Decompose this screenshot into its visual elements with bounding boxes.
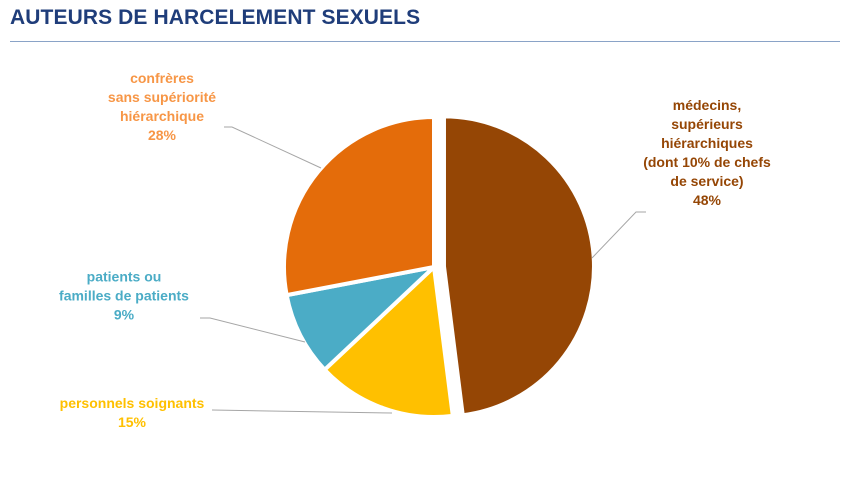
slice-label-3: sans supériorité: [108, 89, 216, 105]
slice-value-label-2: 9%: [114, 307, 135, 323]
leader-line-1: [211, 409, 393, 414]
slice-label-1: personnels soignants: [60, 395, 205, 411]
slice-value-label-3: 28%: [148, 127, 177, 143]
pie-slice-3: [282, 115, 436, 298]
chart-title: AUTEURS DE HARCELEMENT SEXUELS: [10, 6, 421, 29]
slice-value-label-0: 48%: [693, 192, 722, 208]
slice-label-0: de service): [670, 173, 743, 189]
chart-header: AUTEURS DE HARCELEMENT SEXUELS: [10, 6, 840, 42]
leader-line-3: [224, 126, 322, 169]
title-divider: [10, 41, 840, 42]
slice-label-2: familles de patients: [59, 288, 189, 304]
slice-label-0: (dont 10% de chefs: [643, 154, 771, 170]
slice-label-0: supérieurs: [671, 116, 743, 132]
pie-slice-1: [322, 265, 455, 419]
slice-label-2: patients ou: [87, 269, 162, 285]
slice-label-0: hiérarchiques: [661, 135, 753, 151]
slice-value-label-1: 15%: [118, 414, 147, 430]
leader-line-2: [200, 317, 306, 343]
slice-label-0: médecins,: [673, 97, 741, 113]
leader-line-0: [591, 211, 646, 259]
pie-slice-0: [441, 114, 596, 418]
slice-label-3: confrères: [130, 70, 194, 86]
slice-label-3: hiérarchique: [120, 108, 204, 124]
